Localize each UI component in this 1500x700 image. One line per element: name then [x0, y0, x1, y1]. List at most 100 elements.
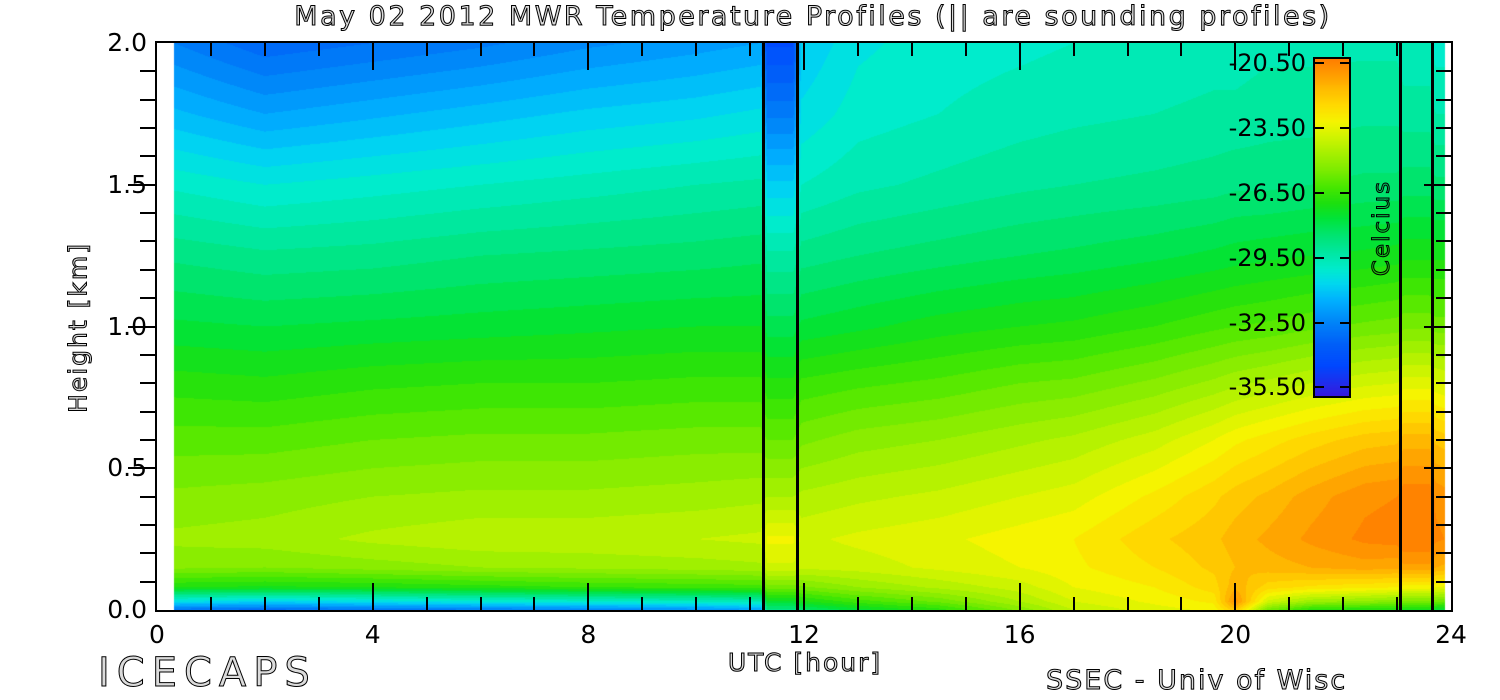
x-axis-tick [856, 597, 859, 610]
y-axis-tick [140, 212, 155, 215]
y-axis-tick [140, 495, 155, 498]
x-axis-tick [425, 43, 428, 56]
x-tick-label: 12 [788, 620, 820, 649]
x-axis-tick [533, 597, 536, 610]
y-axis-tick [1424, 183, 1451, 186]
x-axis-tick [371, 43, 374, 70]
x-axis-tick [479, 43, 482, 56]
x-axis-tick [1234, 583, 1237, 610]
y-axis-tick [140, 382, 155, 385]
colorbar-tick [1315, 256, 1324, 259]
x-axis-tick [209, 43, 212, 56]
x-axis-tick [856, 43, 859, 56]
y-axis-tick [140, 98, 155, 101]
y-axis-tick [1436, 552, 1451, 555]
y-tick-label: 1.5 [107, 169, 147, 199]
colorbar-tick-label: -32.50 [1228, 308, 1306, 337]
x-axis-tick [964, 43, 967, 56]
x-axis-tick [749, 597, 752, 610]
y-axis-tick [140, 268, 155, 271]
y-axis-tick [1436, 70, 1451, 73]
y-axis-tick [1436, 297, 1451, 300]
y-axis-tick [140, 410, 155, 413]
y-axis-tick [140, 580, 155, 583]
y-axis-tick [140, 70, 155, 73]
y-axis-tick [128, 183, 155, 186]
x-axis-tick [641, 43, 644, 56]
y-axis-tick [1436, 438, 1451, 441]
x-axis-tick [1126, 43, 1129, 56]
x-axis-tick [910, 597, 913, 610]
y-axis-tick [140, 297, 155, 300]
x-axis-tick [209, 597, 212, 610]
y-axis-tick [140, 438, 155, 441]
colorbar-tick [1340, 62, 1349, 65]
y-axis-tick [1424, 325, 1451, 328]
x-axis-tick [1018, 583, 1021, 610]
x-axis-tick [641, 597, 644, 610]
y-axis-tick [1436, 353, 1451, 356]
colorbar-tick-label: -23.50 [1228, 114, 1306, 143]
y-axis-tick [1424, 467, 1451, 470]
y-axis-tick [140, 240, 155, 243]
sounding-profile-line [1399, 43, 1403, 610]
x-tick-label: 24 [1435, 620, 1467, 649]
x-axis-tick [479, 597, 482, 610]
colorbar-tick-label: -26.50 [1228, 178, 1306, 207]
y-axis-tick [1436, 523, 1451, 526]
colorbar-tick [1315, 191, 1324, 194]
y-axis-tick [1436, 240, 1451, 243]
colorbar-tick [1340, 321, 1349, 324]
y-axis-tick [1436, 98, 1451, 101]
colorbar-tick-label: -29.50 [1228, 243, 1306, 272]
x-axis-tick [1396, 597, 1399, 610]
x-axis-tick [964, 597, 967, 610]
x-tick-label: 16 [1003, 620, 1036, 649]
y-axis-tick [1436, 580, 1451, 583]
colorbar-tick [1340, 256, 1349, 259]
y-tick-label: 0.0 [107, 595, 147, 624]
y-axis-tick [140, 552, 155, 555]
x-axis-tick [317, 597, 320, 610]
y-axis-tick [140, 523, 155, 526]
colorbar-tick [1315, 127, 1324, 130]
x-axis-tick [263, 597, 266, 610]
y-axis-tick [140, 155, 155, 158]
colorbar-tick [1340, 127, 1349, 130]
y-tick-label: 2.0 [107, 28, 147, 57]
x-axis-tick [1288, 597, 1291, 610]
x-axis-tick [803, 583, 805, 610]
x-axis-tick [425, 597, 428, 610]
x-axis-tick [695, 43, 698, 56]
ssec-credit-text: SSEC - Univ of Wisc [1045, 665, 1348, 697]
y-tick-label: 0.5 [107, 453, 147, 483]
icecaps-logo-text: ICECAPS [98, 650, 317, 697]
y-axis-tick [1436, 268, 1451, 271]
y-axis-tick [1436, 410, 1451, 413]
colorbar-tick [1315, 386, 1324, 389]
x-tick-label: 8 [580, 620, 597, 649]
y-axis-tick [140, 353, 155, 356]
x-axis-tick [1072, 43, 1075, 56]
x-axis-tick [1018, 43, 1021, 70]
x-axis-tick [1396, 43, 1399, 56]
colorbar-unit-label: Celcius [1369, 179, 1396, 277]
colorbar-gradient [1315, 59, 1349, 396]
x-axis-tick [371, 583, 374, 610]
y-axis-tick [140, 127, 155, 130]
x-tick-label: 20 [1219, 620, 1252, 649]
x-axis-title: UTC [hour] [727, 648, 883, 678]
x-axis-tick [1288, 43, 1291, 56]
chart-title: May 02 2012 MWR Temperature Profiles (||… [294, 1, 1332, 33]
plot-area [155, 41, 1453, 612]
x-axis-tick [910, 43, 913, 56]
colorbar-tick [1315, 321, 1324, 324]
sounding-profile-line [762, 43, 766, 610]
sounding-profile-line [796, 43, 799, 610]
x-tick-label: 4 [364, 620, 381, 649]
colorbar-tick [1340, 191, 1349, 194]
y-axis-tick [1436, 495, 1451, 498]
colorbar-tick-label: -35.50 [1228, 373, 1306, 402]
x-axis-tick [1180, 597, 1183, 610]
